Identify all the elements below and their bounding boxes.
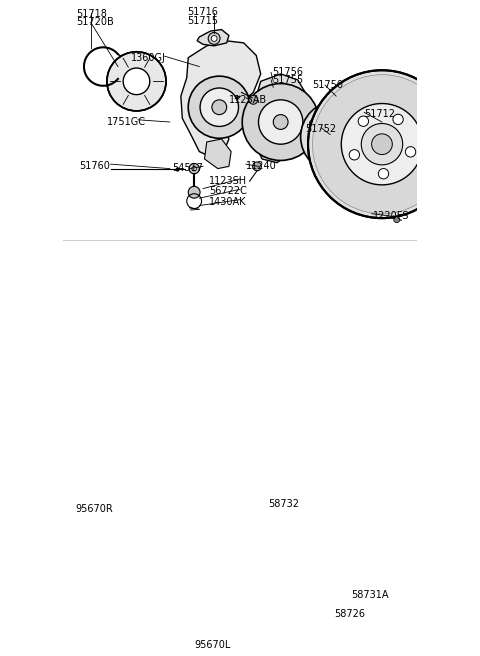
Text: 58732: 58732 — [268, 499, 299, 509]
Circle shape — [378, 169, 389, 179]
Text: 51712: 51712 — [364, 110, 395, 119]
FancyArrow shape — [219, 596, 239, 625]
Circle shape — [189, 163, 199, 174]
Circle shape — [354, 544, 360, 550]
Circle shape — [193, 584, 205, 596]
Text: 1125AB: 1125AB — [229, 94, 267, 105]
Circle shape — [252, 162, 262, 171]
Text: 54517: 54517 — [172, 163, 203, 173]
Circle shape — [292, 584, 303, 596]
Circle shape — [312, 75, 452, 214]
Circle shape — [320, 154, 327, 161]
Text: 51715: 51715 — [187, 16, 218, 26]
Circle shape — [361, 123, 403, 165]
Text: 51718: 51718 — [76, 9, 107, 19]
FancyArrow shape — [239, 540, 255, 570]
Text: 95670R: 95670R — [76, 504, 114, 514]
Text: 58726: 58726 — [335, 609, 366, 619]
Circle shape — [188, 76, 251, 138]
Circle shape — [329, 601, 336, 609]
Polygon shape — [166, 540, 327, 590]
Circle shape — [315, 116, 357, 157]
Circle shape — [188, 186, 200, 198]
Circle shape — [107, 52, 166, 111]
Polygon shape — [299, 540, 318, 553]
Circle shape — [274, 566, 321, 614]
Circle shape — [394, 216, 400, 222]
Circle shape — [359, 129, 366, 136]
Polygon shape — [249, 543, 268, 564]
Circle shape — [372, 134, 392, 155]
Text: 51750: 51750 — [312, 80, 343, 90]
Text: 51752: 51752 — [305, 124, 336, 134]
Circle shape — [186, 577, 213, 604]
Circle shape — [239, 512, 247, 520]
Circle shape — [242, 83, 319, 161]
Circle shape — [212, 100, 227, 115]
Circle shape — [332, 593, 337, 599]
Text: 1430AK: 1430AK — [209, 197, 246, 207]
Text: 51716: 51716 — [187, 7, 217, 18]
Circle shape — [349, 150, 360, 160]
Text: 1220FS: 1220FS — [373, 211, 409, 220]
Text: 51720B: 51720B — [76, 17, 114, 27]
Circle shape — [327, 128, 345, 146]
FancyArrow shape — [262, 580, 291, 592]
Circle shape — [406, 147, 416, 157]
Circle shape — [337, 107, 345, 114]
Circle shape — [259, 100, 303, 144]
FancyArrow shape — [161, 560, 191, 583]
Circle shape — [236, 588, 244, 598]
Circle shape — [308, 70, 456, 218]
Text: 1751GC: 1751GC — [107, 117, 146, 127]
Circle shape — [300, 101, 372, 173]
Text: 95670L: 95670L — [194, 640, 230, 649]
Circle shape — [342, 158, 349, 165]
Circle shape — [284, 577, 311, 604]
Circle shape — [273, 115, 288, 129]
Circle shape — [249, 95, 258, 104]
Text: 56722C: 56722C — [209, 186, 247, 196]
Polygon shape — [329, 89, 344, 96]
Polygon shape — [181, 41, 261, 157]
Circle shape — [109, 581, 117, 588]
Text: 1123SH: 1123SH — [209, 176, 247, 186]
Circle shape — [211, 35, 217, 41]
Polygon shape — [247, 539, 276, 564]
Polygon shape — [204, 139, 231, 169]
Circle shape — [393, 114, 403, 125]
Text: 58731A: 58731A — [351, 590, 388, 600]
Polygon shape — [109, 560, 125, 571]
Text: 51755: 51755 — [273, 75, 304, 85]
Polygon shape — [270, 540, 298, 556]
Circle shape — [123, 68, 150, 94]
Circle shape — [358, 116, 369, 127]
Text: 1360GJ: 1360GJ — [131, 53, 166, 63]
Circle shape — [310, 120, 317, 127]
Text: 51760: 51760 — [79, 161, 109, 171]
Circle shape — [312, 150, 319, 157]
Circle shape — [200, 88, 239, 127]
Circle shape — [341, 104, 423, 185]
Polygon shape — [197, 30, 229, 46]
Text: 51756: 51756 — [273, 66, 303, 77]
Circle shape — [176, 566, 223, 614]
Polygon shape — [253, 74, 308, 163]
Polygon shape — [170, 543, 266, 590]
Circle shape — [192, 167, 196, 171]
Circle shape — [208, 33, 220, 45]
Text: 11240: 11240 — [246, 161, 276, 171]
